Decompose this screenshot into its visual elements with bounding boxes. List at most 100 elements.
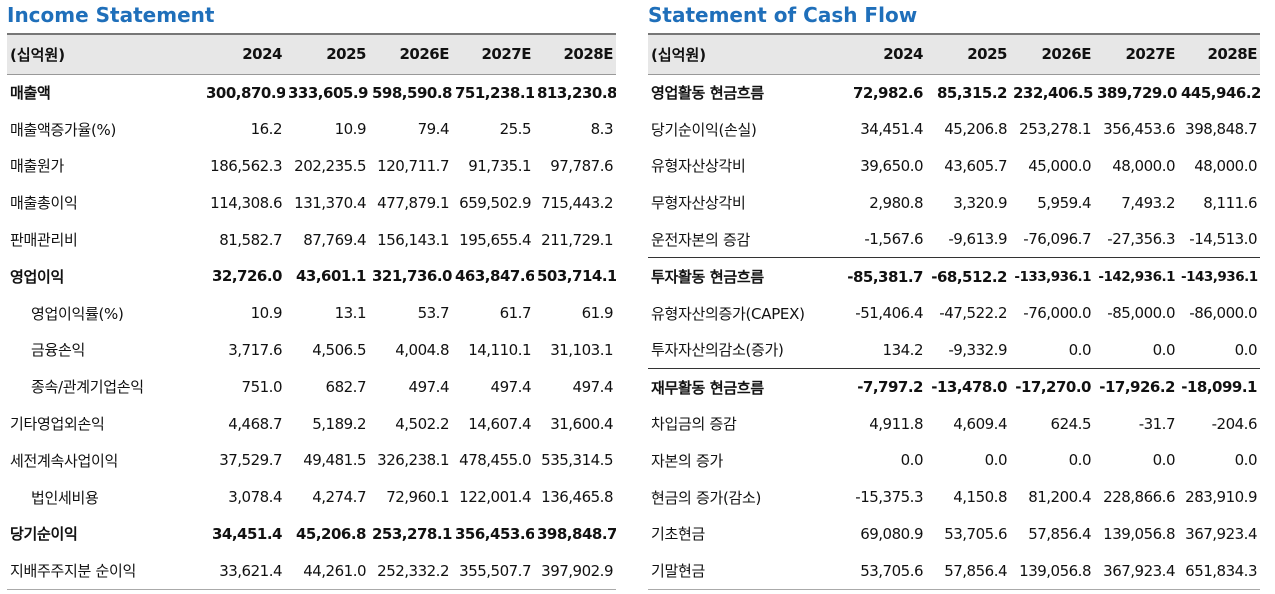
- cell-value: 367,923.4: [1094, 552, 1178, 590]
- cell-value: -14,513.0: [1189, 230, 1257, 249]
- cell-value: -85,381.7: [844, 257, 926, 295]
- cell-value: 87,769.4: [303, 230, 366, 249]
- cell-value: 0.0: [1068, 451, 1092, 470]
- table-header-row: (십억원) 2024 2025 2026E 2027E 2028E: [7, 34, 616, 74]
- cell-value: 0.0: [1152, 451, 1176, 470]
- table-row: 기초현금 69,080.9 53,705.6 57,856.4 139,056.…: [648, 516, 1260, 553]
- table-row: 금융손익 3,717.6 4,506.5 4,004.8 14,110.1 31…: [7, 332, 616, 369]
- cell-value: 477,879.1: [377, 193, 449, 212]
- cell-value: 326,238.1: [377, 451, 449, 470]
- cell-value: -76,096.7: [1023, 230, 1091, 249]
- cell-value: 31,103.1: [550, 340, 613, 359]
- cell-value: 445,946.2: [1181, 83, 1260, 102]
- table-row: 영업활동 현금흐름 72,982.6 85,315.2 232,406.5 38…: [648, 74, 1260, 111]
- income-statement-table: (십억원) 2024 2025 2026E 2027E 2028E 매출액 30…: [7, 33, 616, 590]
- table-row: 매출액증가율(%) 16.2 10.9 79.4 25.5 8.3: [7, 111, 616, 148]
- cell-value: 48,000.0: [1112, 156, 1175, 175]
- cell-value: -143,936.1: [1178, 257, 1260, 295]
- cell-value: 232,406.5: [1013, 83, 1093, 102]
- cell-value: 0.0: [984, 451, 1008, 470]
- cell-value: 356,453.6: [1103, 120, 1175, 139]
- cell-value: -85,000.0: [1107, 304, 1175, 323]
- cell-value: -86,000.0: [1189, 304, 1257, 323]
- cell-value: 57,856.4: [926, 552, 1010, 590]
- table-row: 종속/관계기업손익 751.0 682.7 497.4 497.4 497.4: [7, 368, 616, 405]
- row-label: 무형자산상각비: [651, 194, 746, 213]
- table-row: 매출액 300,870.9 333,605.9 598,590.8 751,23…: [7, 74, 616, 111]
- cell-value: 69,080.9: [860, 524, 923, 543]
- year-header: 2027E: [1125, 45, 1176, 64]
- cell-value: -51,406.4: [855, 304, 923, 323]
- cell-value: 463,847.6: [455, 267, 534, 286]
- cell-value: 49,481.5: [303, 451, 366, 470]
- year-header: 2025: [326, 45, 366, 64]
- cell-value: 3,078.4: [228, 488, 282, 507]
- table-row: 당기순이익(손실) 34,451.4 45,206.8 253,278.1 35…: [648, 111, 1260, 148]
- cell-value: 81,582.7: [219, 230, 282, 249]
- cell-value: 5,959.4: [1037, 193, 1091, 212]
- cell-value: 497.4: [572, 377, 614, 396]
- unit-header: (십억원): [10, 45, 66, 64]
- cell-value: 252,332.2: [369, 552, 452, 590]
- year-header: 2027E: [481, 45, 532, 64]
- cash-flow-table: (십억원) 2024 2025 2026E 2027E 2028E 영업활동 현…: [648, 33, 1260, 590]
- cell-value: -133,936.1: [1010, 257, 1094, 295]
- cell-value: -68,512.2: [926, 257, 1010, 295]
- cell-value: -27,356.3: [1107, 230, 1175, 249]
- year-header: 2028E: [563, 45, 614, 64]
- table-row: 재무활동 현금흐름 -7,797.2 -13,478.0 -17,270.0 -…: [648, 367, 1260, 406]
- row-label: 기초현금: [651, 525, 706, 544]
- table-row: 영업이익 32,726.0 43,601.1 321,736.0 463,847…: [7, 258, 616, 295]
- cell-value: 4,468.7: [228, 414, 282, 433]
- cell-value: 228,866.6: [1103, 488, 1175, 507]
- year-header: 2028E: [1207, 45, 1258, 64]
- cell-value: 4,506.5: [312, 340, 366, 359]
- cash-flow-panel: Statement of Cash Flow (십억원) 2024 2025 2…: [648, 0, 1260, 590]
- cell-value: 37,529.7: [219, 451, 282, 470]
- cell-value: 85,315.2: [936, 83, 1008, 102]
- table-row: 기타영업외손익 4,468.7 5,189.2 4,502.2 14,607.4…: [7, 405, 616, 442]
- cell-value: 751.0: [241, 377, 283, 396]
- table-row: 세전계속사업이익 37,529.7 49,481.5 326,238.1 478…: [7, 442, 616, 479]
- year-header: 2024: [242, 45, 282, 64]
- table-row: 매출원가 186,562.3 202,235.5 120,711.7 91,73…: [7, 148, 616, 185]
- cell-value: 61.9: [581, 304, 614, 323]
- cell-value: 367,923.4: [1185, 524, 1257, 543]
- cell-value: 0.0: [900, 451, 924, 470]
- cell-value: 333,605.9: [288, 83, 368, 102]
- cell-value: -9,613.9: [948, 230, 1007, 249]
- row-label: 당기순이익(손실): [651, 120, 757, 139]
- cell-value: 0.0: [1152, 340, 1176, 359]
- cell-value: 81,200.4: [1028, 488, 1091, 507]
- cell-value: 14,607.4: [468, 414, 531, 433]
- cell-value: 10.9: [334, 120, 367, 139]
- cell-value: 10.9: [250, 304, 283, 323]
- income-statement-panel: Income Statement (십억원) 2024 2025 2026E 2…: [7, 0, 616, 590]
- cell-value: 79.4: [417, 120, 450, 139]
- cell-value: 53.7: [417, 304, 450, 323]
- cell-value: 211,729.1: [541, 230, 613, 249]
- cell-value: 3,320.9: [953, 193, 1007, 212]
- row-label: 자본의 증가: [651, 451, 723, 470]
- year-header: 2024: [883, 45, 923, 64]
- cell-value: -47,522.2: [939, 304, 1007, 323]
- cell-value: 397,902.9: [534, 552, 616, 590]
- row-label: 당기순이익: [10, 525, 78, 544]
- cell-value: 43,605.7: [944, 156, 1007, 175]
- table-row: 투자활동 현금흐름 -85,381.7 -68,512.2 -133,936.1…: [648, 257, 1260, 295]
- cell-value: 72,982.6: [852, 83, 924, 102]
- cell-value: 4,004.8: [395, 340, 449, 359]
- cell-value: 53,705.6: [844, 552, 926, 590]
- cell-value: 398,848.7: [537, 524, 616, 543]
- table-row: 투자자산의감소(증가) 134.2 -9,332.9 0.0 0.0 0.0: [648, 332, 1260, 369]
- table-row: 기말현금 53,705.6 57,856.4 139,056.8 367,923…: [648, 552, 1260, 590]
- cell-value: 202,235.5: [294, 156, 366, 175]
- cell-value: 72,960.1: [386, 488, 449, 507]
- cell-value: 139,056.8: [1010, 552, 1094, 590]
- cell-value: 651,834.3: [1178, 552, 1260, 590]
- cell-value: 57,856.4: [1028, 524, 1091, 543]
- cell-value: 356,453.6: [455, 524, 534, 543]
- row-label: 유형자산상각비: [651, 157, 746, 176]
- year-header: 2026E: [399, 45, 450, 64]
- row-label: 영업이익: [10, 267, 65, 286]
